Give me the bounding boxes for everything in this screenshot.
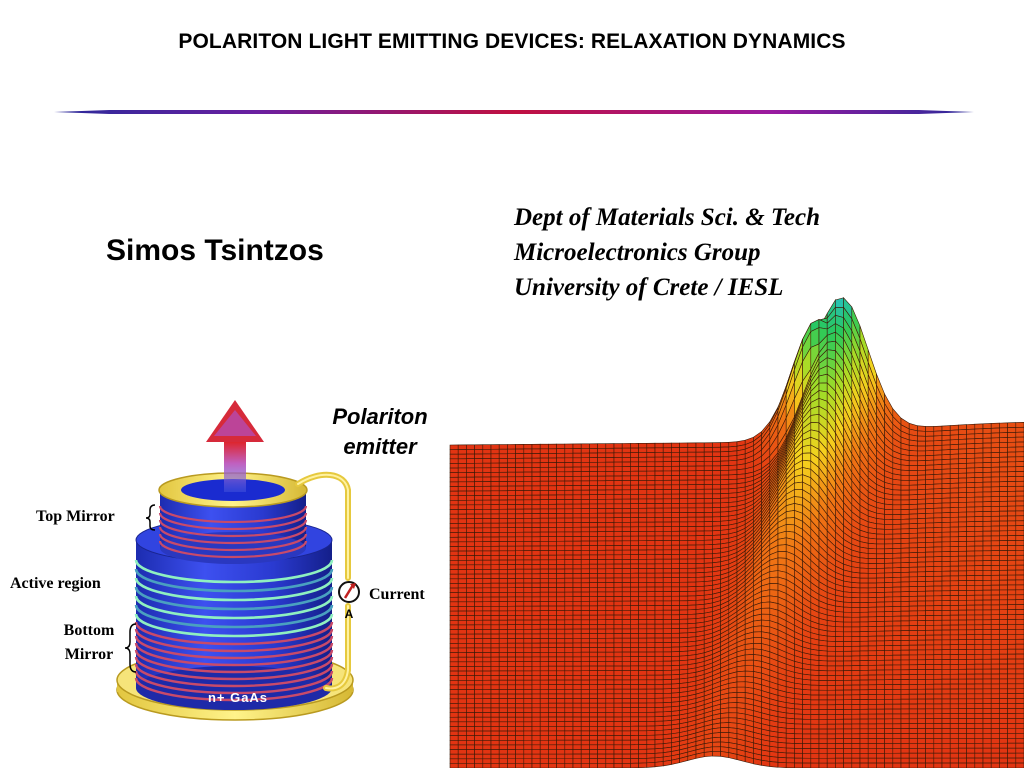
bottom-mirror-label-line: Bottom: [63, 622, 115, 639]
active-region-label: Active region: [10, 575, 101, 592]
affiliation-line: Microelectronics Group: [514, 239, 761, 266]
author-name: Simos Tsintzos: [106, 234, 324, 267]
affiliation-line: Dept of Materials Sci. & Tech: [514, 204, 821, 231]
caption-line: Polariton: [332, 404, 428, 429]
top-mirror-brace: [145, 504, 156, 531]
current-label: Current: [369, 586, 425, 603]
bottom-mirror-label: Bottom Mirror: [52, 619, 126, 667]
title-divider: [54, 110, 974, 114]
ammeter-icon: [338, 581, 360, 603]
substrate-label: n+ GaAs: [208, 690, 268, 705]
caption-line: emitter: [343, 434, 417, 459]
bottom-mirror-label-line: Mirror: [64, 646, 114, 663]
top-mirror-label: Top Mirror: [36, 508, 115, 525]
ammeter-symbol: A: [345, 607, 354, 621]
affiliation-block: Dept of Materials Sci. & Tech Microelect…: [514, 200, 820, 305]
slide-title: POLARITON LIGHT EMITTING DEVICES: RELAXA…: [178, 30, 846, 53]
polariton-emitter-caption: Polariton emitter: [312, 402, 448, 462]
affiliation-line: University of Crete / IESL: [514, 274, 784, 301]
